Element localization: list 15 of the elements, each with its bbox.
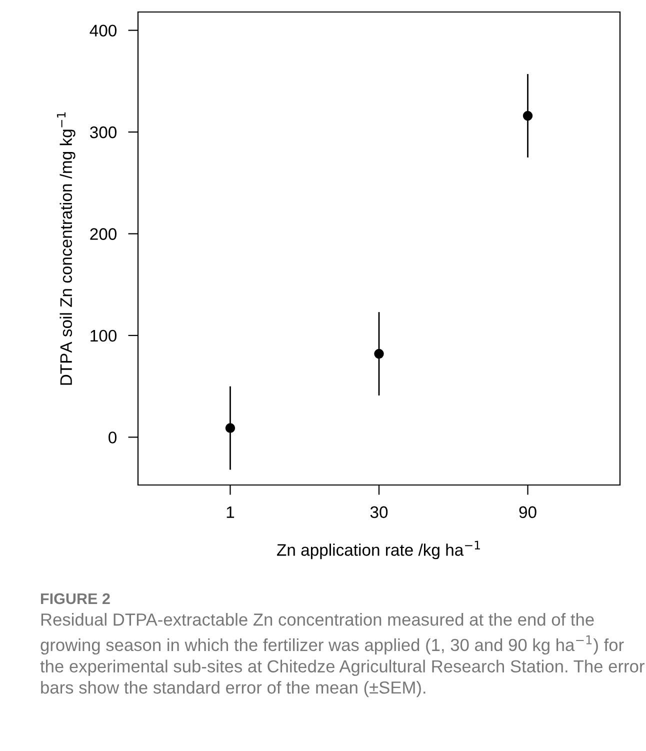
x-tick-label: 1 — [226, 506, 234, 518]
y-tick-label: 400 — [90, 24, 117, 37]
text: Residual DTPA-extractable Zn concentration measured at the end of the growing season in which the fertilizer was applied (1, 30 and 90 kg ha$^{−1}$) for the experimental sub-sites at Chitedze Agricultural Research Station. The error bars show the standard error of the mean (±SEM). — [40, 613, 644, 698]
text: FIGURE 2 — [41, 593, 110, 604]
x-tick-label: 30 — [370, 506, 388, 518]
y-tick-label: 100 — [90, 330, 117, 342]
y-tick-label: 0 — [108, 432, 117, 444]
point — [522, 110, 533, 121]
point — [374, 348, 384, 359]
y-tick-label: 200 — [90, 228, 117, 240]
y-axis-title: DTPA soil Zn concentration /mg kg$^{−1}$ — [56, 112, 76, 385]
x-axis-title: Zn application rate /kg ha$^{−1}$ — [277, 540, 480, 560]
point — [225, 423, 236, 433]
y-tick-label: 300 — [90, 126, 117, 138]
x-tick-label: 90 — [519, 506, 536, 518]
